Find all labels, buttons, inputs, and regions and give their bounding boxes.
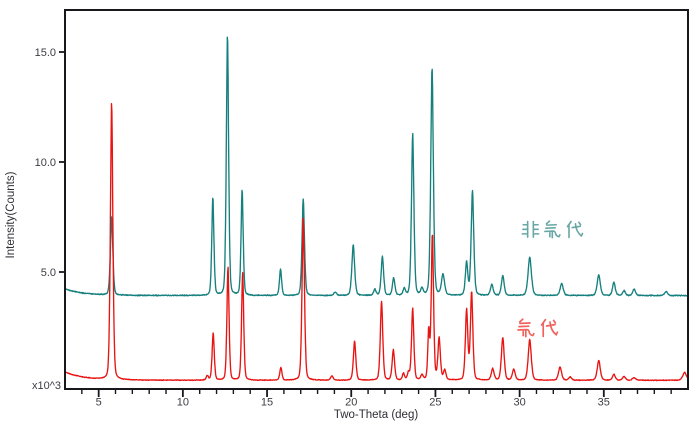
y-axis-unit-label: x10^3	[32, 380, 61, 392]
y-tick-label: 5.0	[41, 267, 56, 279]
label-deuterated	[517, 318, 559, 338]
cjk-glyph	[540, 318, 559, 338]
trace-non-deuterated	[65, 36, 688, 297]
diffraction-traces	[65, 36, 688, 382]
cjk-glyph	[521, 220, 540, 238]
x-tick-label: 30	[513, 397, 525, 409]
y-axis-ticks	[59, 51, 65, 273]
label-non-deuterated	[521, 220, 584, 239]
y-tick-label: 10.0	[35, 157, 56, 169]
x-axis-ticks	[81, 389, 672, 397]
x-tick-label: 35	[598, 397, 610, 409]
y-axis-title: Intensity(Counts)	[5, 171, 17, 258]
cjk-glyph	[517, 318, 535, 338]
x-tick-label: 15	[261, 397, 273, 409]
x-tick-label: 5	[96, 397, 102, 409]
y-axis-tick-labels: 5.0 10.0 15.0	[35, 47, 56, 279]
x-tick-label: 25	[429, 397, 441, 409]
x-axis-tick-labels: 5 10 15 20 25 30 35	[96, 397, 610, 409]
x-tick-label: 10	[177, 397, 189, 409]
y-tick-label: 15.0	[35, 47, 56, 59]
trace-deuterated	[65, 103, 688, 382]
cjk-glyph	[566, 220, 584, 239]
plot-border	[64, 9, 689, 390]
x-tick-label: 20	[345, 397, 357, 409]
x-axis-title: Two-Theta (deg)	[334, 409, 419, 421]
cjk-glyph	[544, 220, 561, 239]
series-annotations	[517, 220, 584, 338]
